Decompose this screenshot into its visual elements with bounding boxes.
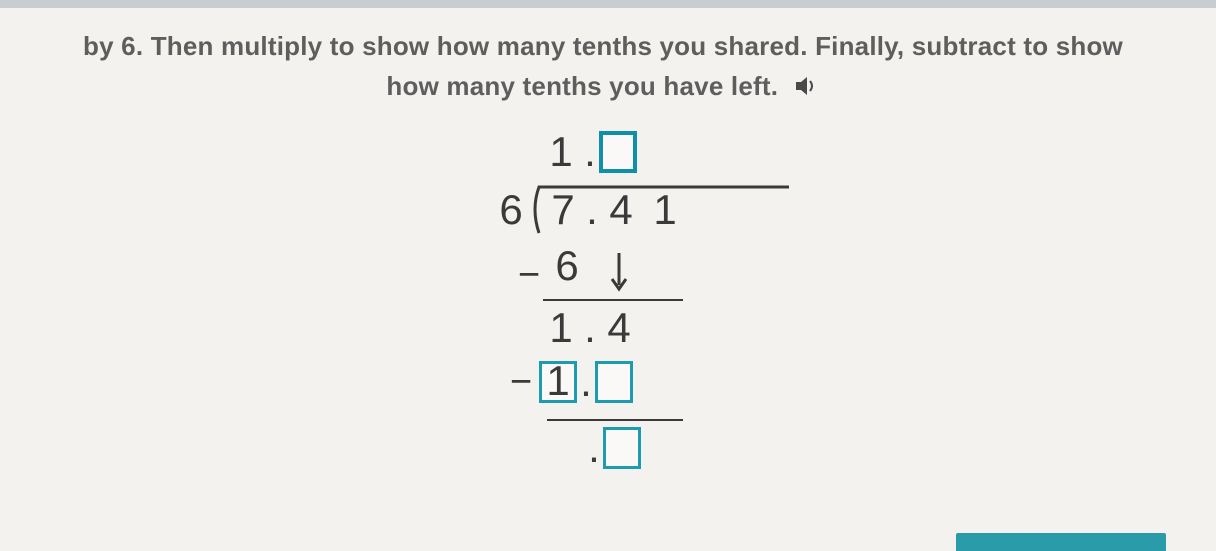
minus-sign-1: − bbox=[511, 256, 547, 294]
result-row: . bbox=[585, 427, 803, 479]
rem-d2: 4 bbox=[599, 307, 639, 349]
page-content: by 6. Then multiply to show how many ten… bbox=[0, 8, 1216, 479]
step2-ones-value: 1 bbox=[542, 360, 574, 402]
step2-ones-input[interactable]: 1 bbox=[539, 361, 577, 403]
dividend-d3: 1 bbox=[641, 189, 689, 231]
quotient-decimal-point: . bbox=[581, 131, 599, 173]
bottom-accent-bar bbox=[956, 533, 1166, 551]
step1-remainder-row: 1.4 bbox=[541, 307, 803, 355]
speaker-icon[interactable] bbox=[794, 75, 820, 97]
step2-dot: . bbox=[577, 361, 595, 403]
quotient-tenths-input[interactable] bbox=[599, 131, 637, 173]
step1-subtrahend: 6 bbox=[547, 245, 587, 287]
instruction-line-2: how many tenths you have left. bbox=[386, 71, 778, 101]
step2-tenths-input[interactable] bbox=[595, 361, 633, 403]
minus-sign-2: − bbox=[503, 363, 539, 401]
rem-d1: 1 bbox=[541, 307, 581, 349]
instruction-text: by 6. Then multiply to show how many ten… bbox=[0, 26, 1206, 107]
browser-chrome-strip bbox=[0, 0, 1216, 8]
step2-subtract-row: − 1 . bbox=[503, 361, 803, 413]
dividend-d2: 4 bbox=[601, 189, 641, 231]
quotient-ones-digit: 1 bbox=[541, 131, 581, 173]
step1-subtract-row: −6 bbox=[511, 245, 803, 293]
divisor-digit: 6 bbox=[491, 189, 531, 231]
result-dot: . bbox=[585, 427, 603, 469]
bring-down-arrow-icon bbox=[609, 251, 629, 299]
dividend-d1: 7 bbox=[543, 189, 583, 231]
rem-dot: . bbox=[581, 307, 599, 349]
quotient-row: 1. bbox=[541, 131, 803, 183]
instruction-line-1: by 6. Then multiply to show how many ten… bbox=[0, 26, 1206, 66]
dividend-row: 67.41 bbox=[491, 189, 803, 239]
step2-rule bbox=[547, 419, 683, 421]
result-tenths-input[interactable] bbox=[603, 427, 641, 469]
long-division-work: 1. 67.41 −6 1.4 − 1 . bbox=[403, 131, 803, 479]
dividend-dot: . bbox=[583, 189, 601, 231]
